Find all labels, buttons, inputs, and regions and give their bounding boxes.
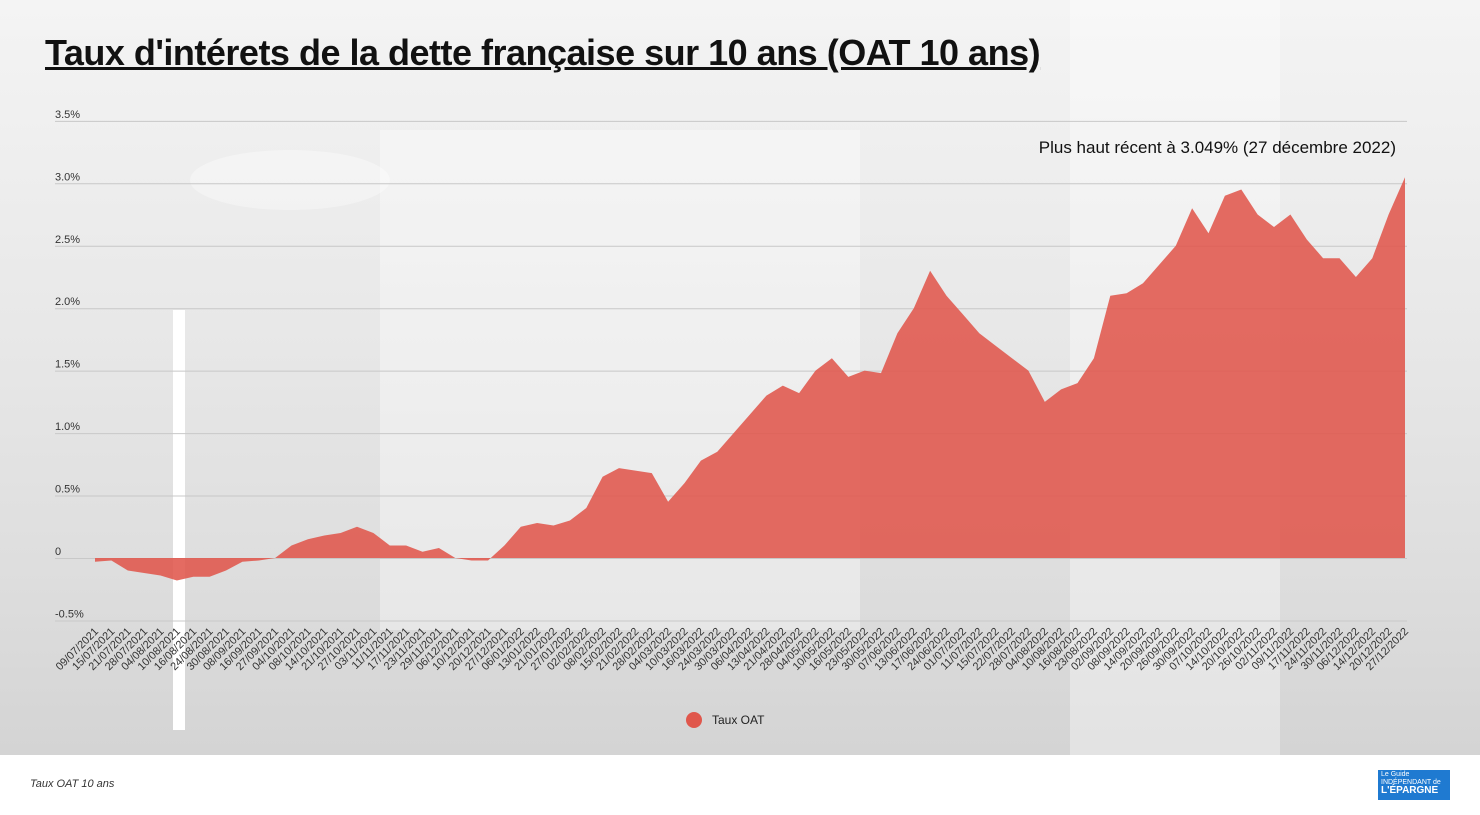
- y-tick-label: 3.5%: [55, 109, 80, 121]
- y-tick-label: 2.0%: [55, 296, 80, 308]
- chart-title: Taux d'intérets de la dette française su…: [45, 32, 1041, 73]
- brand-logo[interactable]: Le Guide INDÉPENDANT de L'ÉPARGNE: [1378, 770, 1450, 800]
- series-area-taux-oat: [95, 177, 1405, 581]
- y-tick-label: -0.5%: [55, 608, 84, 620]
- y-tick-label: 0.5%: [55, 484, 80, 496]
- footer-caption: Taux OAT 10 ans: [30, 778, 115, 790]
- legend-label[interactable]: Taux OAT: [712, 713, 765, 727]
- y-tick-label: 1.5%: [55, 359, 80, 371]
- white-pole: [173, 310, 185, 730]
- legend-marker[interactable]: [686, 712, 702, 728]
- y-tick-label: 0: [55, 546, 61, 558]
- annotation-high: Plus haut récent à 3.049% (27 décembre 2…: [1039, 138, 1396, 157]
- y-tick-label: 3.0%: [55, 171, 80, 183]
- y-tick-label: 1.0%: [55, 421, 80, 433]
- y-tick-label: 2.5%: [55, 234, 80, 246]
